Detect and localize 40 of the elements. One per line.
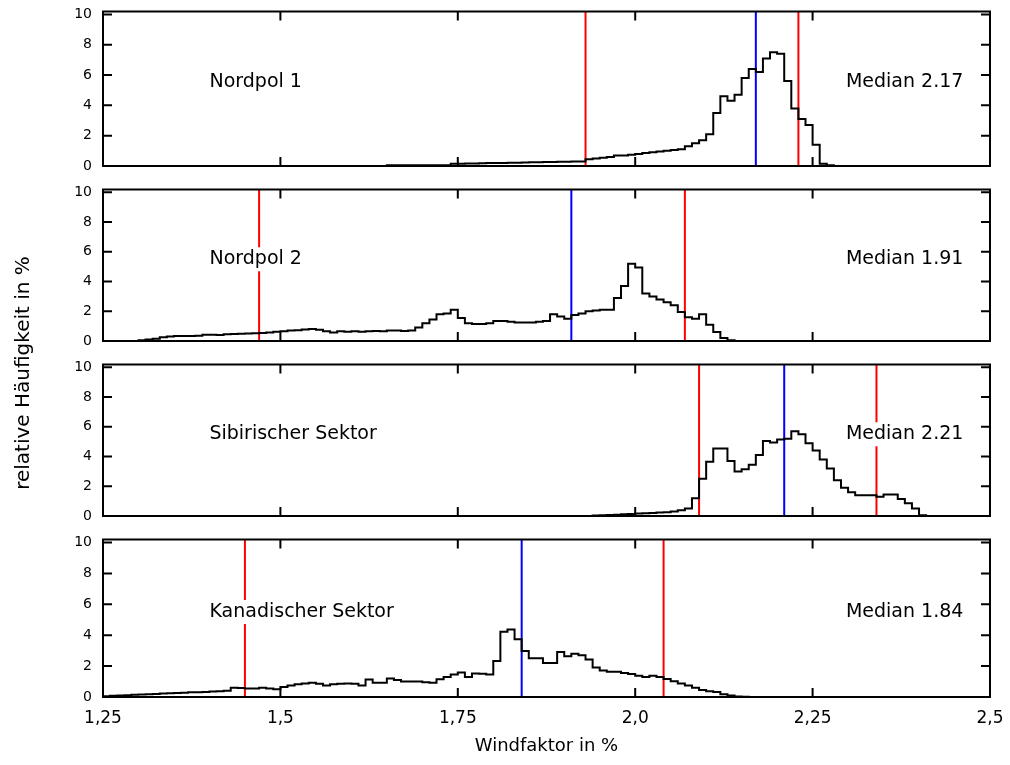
y-tick-label: 6: [83, 65, 93, 82]
y-tick-label: 8: [83, 212, 92, 229]
y-tick-label: 4: [83, 447, 93, 464]
y-tick-label: 10: [74, 5, 92, 22]
y-tick-label: 8: [83, 35, 92, 52]
y-tick-label: 2: [83, 126, 92, 143]
y-tick-label: 4: [83, 96, 93, 113]
y-tick-label: 10: [74, 533, 92, 550]
x-axis-title: Windfaktor in %: [474, 733, 619, 755]
x-tick-label: 1,25: [84, 706, 122, 727]
y-tick-label: 4: [83, 272, 93, 289]
annotation: Median 1.91: [845, 246, 964, 269]
y-axis-title: relative Häufigkeit in %: [10, 256, 34, 490]
annotation: Nordpol 1: [209, 69, 302, 92]
y-tick-label: 2: [83, 476, 92, 493]
y-tick-label: 6: [83, 594, 93, 611]
annotation: Sibirischer Sektor: [209, 421, 377, 444]
y-tick-label: 2: [83, 301, 92, 318]
y-tick-label: 0: [83, 687, 92, 704]
y-tick-label: 4: [83, 625, 93, 642]
y-tick-label: 6: [83, 242, 93, 259]
annotation: Nordpol 2: [209, 246, 302, 269]
y-tick-label: 10: [74, 358, 92, 375]
annotation: Median 1.84: [845, 598, 964, 621]
y-tick-label: 0: [83, 156, 92, 173]
y-tick-label: 8: [83, 387, 92, 404]
y-tick-label: 8: [83, 564, 92, 581]
x-tick-label: 1,75: [438, 706, 477, 727]
x-tick-label: 2,0: [621, 706, 649, 727]
annotation: Kanadischer Sektor: [209, 598, 394, 621]
annotation: Median 2.21: [845, 421, 964, 444]
y-tick-label: 10: [74, 183, 92, 200]
y-tick-label: 6: [83, 417, 93, 434]
y-tick-label: 0: [83, 331, 92, 348]
x-tick-label: 2,25: [793, 706, 832, 727]
x-tick-label: 2,5: [976, 706, 1004, 727]
y-tick-label: 0: [83, 506, 92, 523]
annotation: Median 2.17: [845, 69, 964, 92]
x-tick-label: 1,5: [266, 706, 294, 727]
y-tick-label: 2: [83, 656, 92, 673]
